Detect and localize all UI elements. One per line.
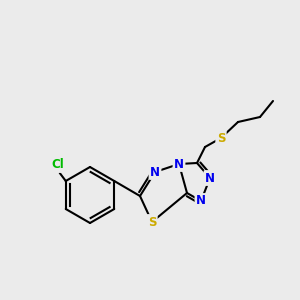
- Text: N: N: [174, 158, 184, 170]
- Text: N: N: [196, 194, 206, 208]
- Text: N: N: [150, 166, 160, 178]
- Text: N: N: [205, 172, 215, 184]
- Text: Cl: Cl: [51, 158, 64, 172]
- Text: S: S: [148, 215, 156, 229]
- Text: S: S: [217, 131, 225, 145]
